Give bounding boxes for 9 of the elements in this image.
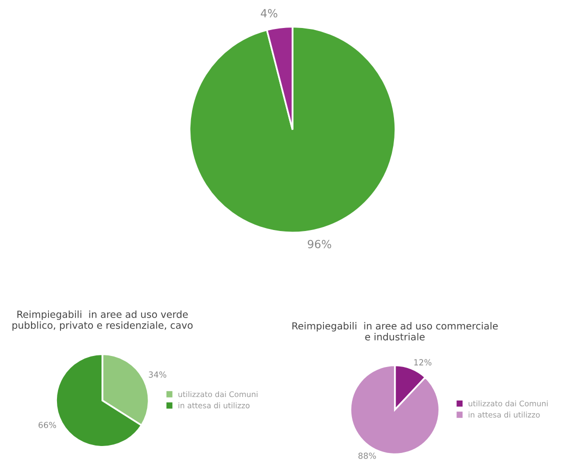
pie-slice — [188, 26, 396, 234]
data-label: 66% — [38, 422, 56, 428]
data-label: 96% — [308, 240, 332, 248]
chart-title: Reimpiegabili in aree ad uso verde pubblico, privato e residenziale, cavo — [12, 310, 193, 331]
data-label: 34% — [148, 371, 166, 378]
data-label: 4% — [260, 9, 278, 18]
data-label: 12% — [414, 359, 432, 366]
chart-title: Reimpiegabili in aree ad uso commerciale e industriale — [292, 322, 498, 340]
data-label: 88% — [358, 452, 376, 459]
